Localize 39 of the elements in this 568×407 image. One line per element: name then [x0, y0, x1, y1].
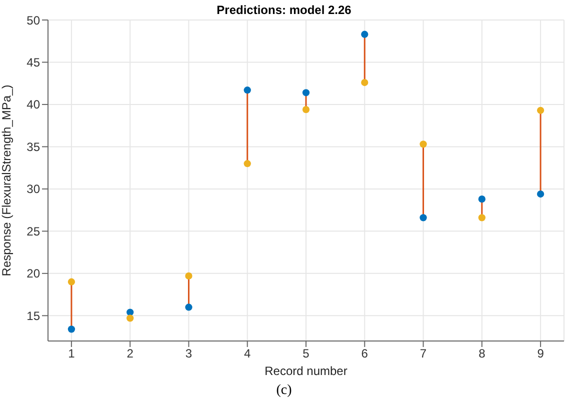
- point: [536, 190, 544, 198]
- y-tick-label: 40: [26, 98, 40, 112]
- point: [536, 106, 544, 114]
- point: [302, 89, 310, 96]
- point: [420, 214, 427, 222]
- x-tick-label: 5: [302, 346, 310, 361]
- text: (c): [275, 383, 293, 399]
- y-axis-title: Response (FlexuralStrength_MPa_): [0, 84, 14, 276]
- point: [478, 214, 486, 222]
- x-axis-title: Record number: [264, 364, 348, 378]
- y-tick-label: 45: [26, 55, 40, 70]
- y-tick-label: 50: [26, 13, 40, 28]
- x-tick-label: 6: [361, 346, 368, 361]
- point: [244, 160, 251, 168]
- x-tick-label: 7: [420, 346, 427, 361]
- point: [126, 314, 134, 322]
- y-tick-label: 15: [26, 308, 40, 323]
- point: [478, 196, 486, 203]
- y-tick-label: 25: [26, 224, 40, 238]
- point: [185, 272, 192, 280]
- point: [244, 86, 251, 94]
- point: [302, 106, 310, 114]
- point: [361, 78, 368, 86]
- point: [126, 308, 134, 316]
- x-tick-label: 2: [126, 346, 134, 361]
- point: [361, 30, 368, 38]
- x-tick-label: 8: [478, 346, 486, 361]
- y-tick-label: 20: [26, 266, 40, 281]
- x-tick-label: 1: [68, 346, 76, 361]
- chart-title: Predictions: model 2.26: [216, 3, 352, 17]
- x-tick-label: 4: [244, 346, 252, 361]
- y-tick-label: 35: [26, 140, 40, 154]
- point: [185, 304, 192, 311]
- x-tick-label: 9: [537, 346, 544, 361]
- y-tick-label: 30: [26, 182, 40, 196]
- point: [68, 326, 76, 333]
- x-tick-label: 3: [185, 346, 192, 361]
- point: [420, 140, 427, 148]
- point: [68, 278, 76, 286]
